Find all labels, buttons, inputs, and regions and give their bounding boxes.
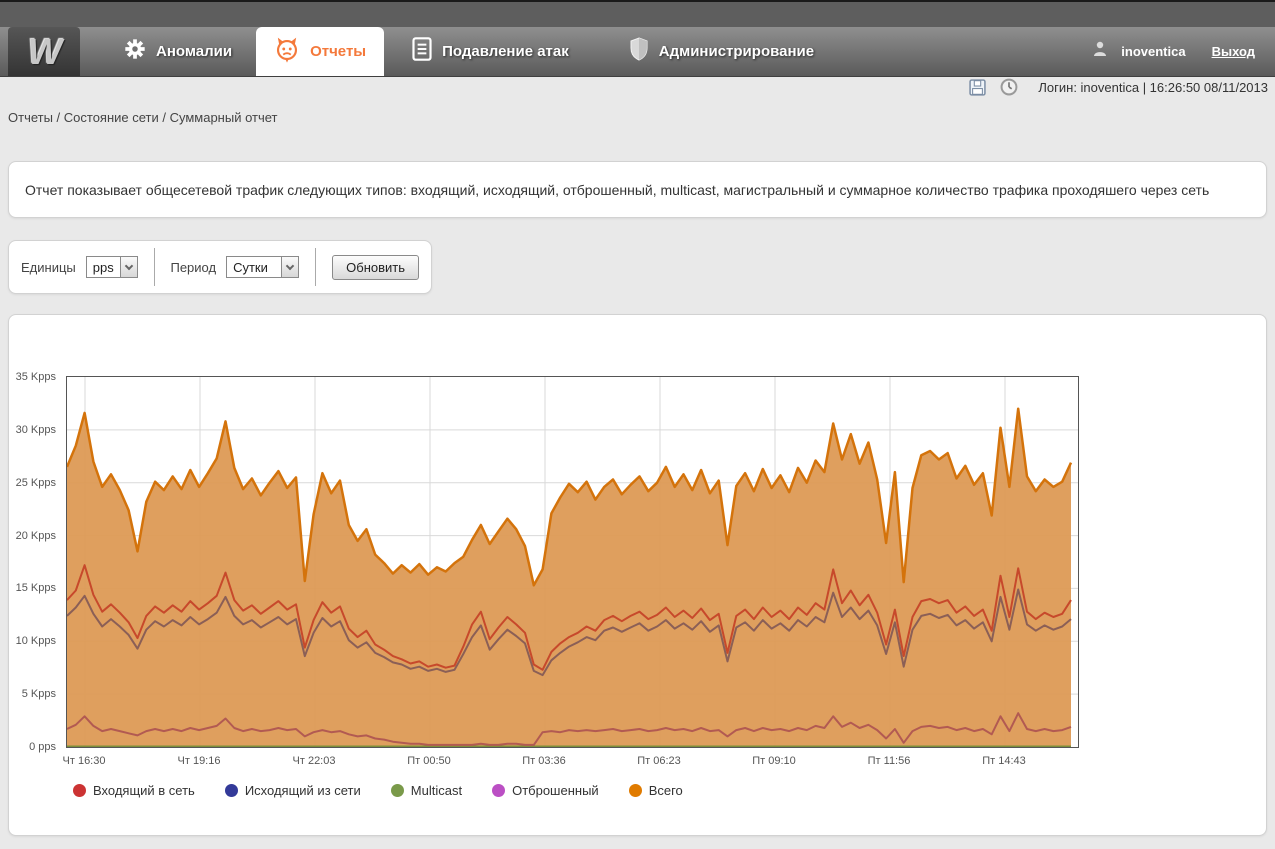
legend-label: Отброшенный (512, 783, 599, 798)
tab-reports-label: Отчеты (310, 43, 367, 60)
legend-label: Исходящий из сети (244, 783, 361, 798)
y-axis-tick: 20 Kpps (15, 529, 56, 542)
legend-dot-icon (390, 784, 404, 797)
chevron-down-icon (119, 257, 137, 277)
legend-label: Multicast (410, 783, 463, 798)
app-logo[interactable]: W (8, 27, 80, 76)
x-axis-tick: Пт 00:50 (407, 755, 451, 767)
legend-label: Всего (648, 783, 683, 798)
divider (315, 248, 317, 286)
devil-icon (274, 36, 300, 68)
subheader-bar: Логин: inoventica | 16:26:50 08/11/2013 (966, 77, 1268, 97)
area-chart (67, 377, 1078, 747)
period-select[interactable]: Сутки (226, 256, 300, 278)
x-axis-tick: Пт 14:43 (982, 755, 1026, 767)
y-axis-tick: 10 Kpps (15, 635, 56, 648)
legend-item: Multicast (390, 783, 463, 798)
chevron-down-icon (281, 257, 299, 277)
divider (153, 248, 155, 286)
tab-attack-suppression-label: Подавление атак (442, 43, 569, 60)
legend-dot-icon (628, 784, 642, 797)
breadcrumb: Отчеты / Состояние сети / Суммарный отче… (8, 110, 278, 125)
report-description-text: Отчет показывает общесетевой трафик след… (25, 181, 1210, 198)
tab-anomalies[interactable]: Аномалии (106, 27, 250, 76)
legend-item: Входящий в сеть (73, 783, 195, 798)
save-button[interactable] (966, 77, 988, 97)
period-select-value: Сутки (233, 259, 268, 275)
tab-anomalies-label: Аномалии (156, 43, 233, 60)
y-axis-tick: 5 Kpps (21, 688, 56, 701)
document-icon (412, 37, 432, 66)
logo-letter: W (28, 30, 62, 72)
x-axis-tick: Пт 03:36 (522, 755, 566, 767)
floppy-icon (969, 78, 986, 96)
logout-link[interactable]: Выход (1211, 44, 1255, 59)
gear-icon (124, 38, 146, 65)
legend-dot-icon (492, 784, 506, 797)
report-controls: Единицы pps Период Сутки Обновить (8, 240, 432, 294)
traffic-chart-card: 0 pps 5 Kpps 10 Kpps 15 Kpps 20 Kpps 25 Kpps 3… (8, 314, 1267, 836)
tab-administration-label: Администрирование (658, 43, 815, 60)
units-select-value: pps (92, 259, 114, 275)
period-label: Период (170, 259, 217, 275)
y-axis-tick: 30 Kpps (15, 423, 56, 436)
x-axis-labels: Чт 16:30 Чт 19:16 Чт 22:03 Пт 00:50 Пт 03:36… (62, 755, 1079, 771)
units-select[interactable]: pps (85, 256, 138, 278)
legend-dot-icon (73, 784, 86, 797)
report-description-card: Отчет показывает общесетевой трафик след… (8, 161, 1267, 218)
y-axis-labels: 0 pps 5 Kpps 10 Kpps 15 Kpps 20 Kpps 25 Kpps 3… (9, 371, 60, 753)
y-axis-tick: 15 Kpps (15, 582, 56, 595)
traffic-chart-plot[interactable] (66, 376, 1079, 748)
main-navbar: W Аномалии (0, 27, 1275, 77)
refresh-button[interactable]: Обновить (332, 254, 420, 280)
legend-label: Входящий в сеть (93, 783, 195, 798)
clock-icon (1000, 78, 1018, 96)
legend-item: Всего (628, 783, 683, 798)
login-info: Логин: inoventica | 16:26:50 08/11/2013 (1038, 79, 1268, 95)
units-label: Единицы (21, 259, 76, 275)
user-area: inoventica Выход (1093, 27, 1255, 76)
tab-attack-suppression[interactable]: Подавление атак (394, 27, 587, 76)
x-axis-tick: Чт 16:30 (62, 755, 106, 767)
y-axis-tick: 0 pps (29, 741, 56, 753)
chart-legend: Входящий в сеть Исходящий из сети Multicas… (73, 783, 683, 798)
x-axis-tick: Чт 22:03 (292, 755, 336, 767)
x-axis-tick: Пт 09:10 (752, 755, 796, 767)
legend-dot-icon (224, 784, 238, 797)
legend-item: Отброшенный (492, 783, 599, 798)
user-icon (1093, 41, 1107, 62)
x-axis-tick: Пт 11:56 (867, 755, 911, 767)
tab-administration[interactable]: Администрирование (611, 27, 832, 76)
top-header: W Аномалии (0, 0, 1275, 77)
y-axis-tick: 25 Kpps (15, 476, 56, 489)
legend-item: Исходящий из сети (224, 783, 361, 798)
tab-reports[interactable]: Отчеты (256, 27, 385, 76)
x-axis-tick: Чт 19:16 (177, 755, 221, 767)
current-user-name: inoventica (1121, 44, 1186, 59)
shield-icon (629, 37, 649, 66)
x-axis-tick: Пт 06:23 (637, 755, 681, 767)
history-button[interactable] (998, 77, 1020, 97)
y-axis-tick: 35 Kpps (15, 371, 56, 383)
